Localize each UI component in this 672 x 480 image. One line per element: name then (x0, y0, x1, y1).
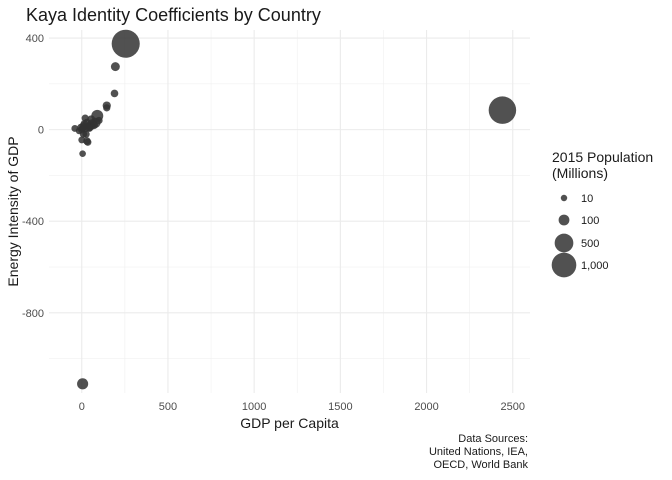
x-axis-title: GDP per Capita (240, 415, 339, 431)
x-tick-label: 500 (159, 401, 177, 413)
data-point (95, 116, 103, 125)
legend-entry-label: 100 (581, 215, 599, 227)
data-points (71, 29, 517, 390)
y-tick-label: 400 (26, 33, 44, 45)
legend-entry-label: 10 (581, 193, 593, 205)
data-point (111, 29, 140, 58)
data-point (71, 125, 79, 132)
data-point (78, 136, 86, 144)
y-tick-labels: 400 0 -400 -800 (22, 33, 44, 320)
y-tick-label: -400 (22, 216, 44, 228)
x-tick-label: 1500 (328, 401, 352, 413)
legend-entry-label: 500 (581, 238, 599, 250)
data-point (110, 62, 120, 72)
y-tick-label: -800 (22, 308, 44, 320)
data-sources-caption: Data Sources: United Nations, IEA, OECD,… (429, 433, 528, 472)
data-point (103, 104, 111, 112)
x-tick-label: 1000 (242, 401, 266, 413)
legend-key-point (551, 252, 577, 278)
legend-title: 2015 Population (552, 149, 653, 165)
legend-key-point (560, 194, 568, 202)
data-point (87, 115, 96, 124)
data-point (81, 114, 89, 122)
x-tick-labels: 0 500 1000 1500 2000 2500 (79, 401, 525, 413)
data-point (81, 124, 90, 133)
data-point (77, 378, 89, 390)
caption-line: United Nations, IEA, (428, 446, 528, 458)
legend-entry-label: 1,000 (581, 260, 609, 272)
caption-line: Data Sources: (458, 433, 528, 445)
legend-key-point (558, 214, 570, 226)
caption-line: OECD, World Bank (433, 459, 528, 471)
data-point (488, 96, 517, 124)
x-tick-label: 2500 (501, 401, 525, 413)
chart-title: Kaya Identity Coefficients by Country (26, 5, 321, 25)
legend-key-point (554, 233, 574, 253)
data-point (110, 89, 119, 98)
data-point (79, 130, 88, 138)
y-axis-title: Energy Intensity of GDP (5, 136, 21, 286)
data-point (79, 150, 86, 157)
y-tick-label: 0 (38, 125, 44, 137)
gridlines (49, 30, 530, 393)
data-point (84, 138, 92, 146)
size-legend: 2015 Population(Millions) 10 100 500 1,000 (551, 149, 653, 278)
x-tick-label: 2000 (414, 401, 438, 413)
legend-title: (Millions) (552, 165, 608, 181)
x-tick-label: 0 (79, 401, 85, 413)
